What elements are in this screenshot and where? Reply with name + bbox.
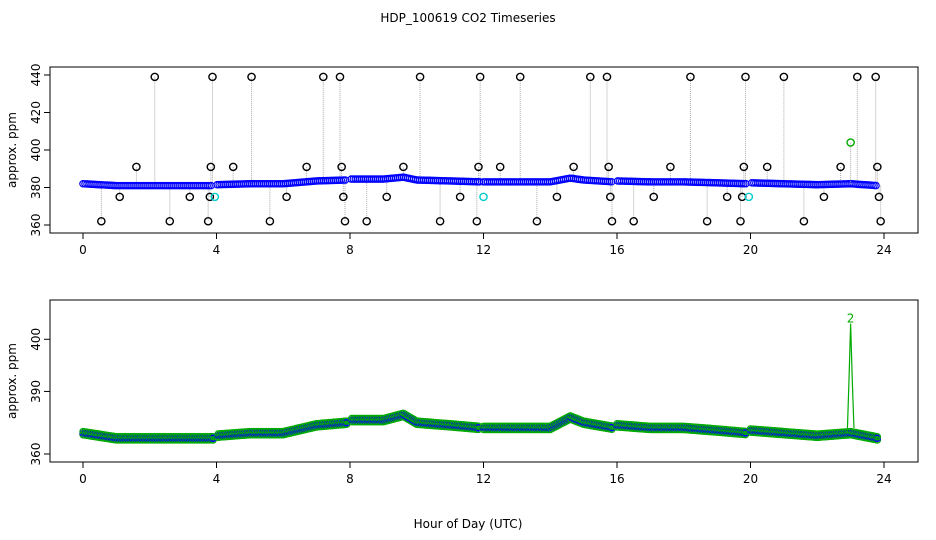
outlier-point — [382, 192, 392, 202]
outlier-point — [552, 192, 562, 202]
outlier-point — [415, 72, 425, 82]
outlier-point — [702, 216, 712, 226]
flag-point — [210, 192, 220, 202]
outlier-point — [686, 72, 695, 82]
bottom-panel: 0 4 8 12 16 20 24 360 390 400 approx. ppm 2 — [5, 299, 919, 486]
outlier-point — [873, 162, 882, 172]
outlier-point — [205, 192, 215, 202]
x-tick-label: 20 — [743, 472, 758, 486]
y-tick-label: 360 — [29, 214, 43, 237]
outlier-point — [203, 216, 213, 226]
outlier-point — [474, 162, 483, 172]
outlier-point — [871, 72, 880, 82]
outlier-point — [604, 162, 613, 172]
outlier-point — [739, 162, 749, 172]
outlier-point — [337, 162, 346, 172]
data-point — [872, 181, 880, 190]
plot-frame — [49, 66, 919, 234]
outlier-point — [532, 216, 542, 226]
outlier-point — [722, 192, 732, 202]
x-tick-label: 4 — [213, 243, 221, 257]
outlier-point — [228, 162, 238, 172]
x-tick-label: 12 — [476, 243, 491, 257]
outlier-point — [435, 216, 445, 226]
outlier-point — [762, 162, 772, 172]
outlier-point — [586, 72, 595, 82]
outlier-point — [97, 216, 106, 226]
flag-point — [744, 192, 754, 202]
y-tick-label: 390 — [29, 380, 43, 403]
outlier-point — [150, 72, 160, 82]
x-tick-label: 24 — [876, 243, 891, 257]
x-tick-label: 20 — [743, 243, 758, 257]
outlier-point — [115, 192, 125, 202]
outlier-point — [472, 216, 482, 226]
x-tick-label: 4 — [213, 472, 221, 486]
outlier-point — [629, 216, 638, 226]
outlier-point — [495, 162, 505, 172]
outlier-point — [736, 216, 745, 226]
x-tick-label: 12 — [476, 472, 491, 486]
outlier-point — [455, 192, 465, 202]
outlier-point — [208, 72, 217, 82]
outlier-point — [799, 216, 809, 226]
outlier-point — [853, 72, 862, 82]
secondary-point — [846, 138, 855, 147]
y-tick-label: 400 — [29, 139, 43, 162]
x-tick-label: 8 — [346, 243, 354, 257]
outlier-point — [247, 72, 256, 82]
outlier-point — [399, 162, 408, 172]
outlier-point — [302, 162, 311, 172]
outlier-point — [819, 192, 829, 202]
x-tick-label: 24 — [876, 472, 891, 486]
secondary-line — [846, 323, 855, 434]
peak-annotation: 2 — [847, 311, 855, 325]
x-tick-label: 16 — [609, 472, 624, 486]
y-tick-label: 360 — [29, 443, 43, 466]
y-tick-label: 380 — [29, 176, 43, 199]
outlier-point — [569, 162, 578, 172]
y-tick-label: 400 — [29, 328, 43, 351]
y-tick-label: 440 — [29, 64, 43, 87]
outlier-point — [836, 162, 845, 172]
outlier-point — [666, 162, 675, 172]
outlier-point — [475, 72, 485, 82]
outlier-point — [318, 72, 328, 82]
x-tick-label: 0 — [79, 243, 87, 257]
outlier-point — [340, 216, 350, 226]
top-panel: 0 4 8 12 16 20 24 360 380 400 420 440 approx. ppm — [5, 64, 919, 257]
flag-point — [479, 192, 488, 202]
outlier-point — [132, 162, 141, 172]
outlier-point — [607, 216, 617, 226]
outlier-point — [335, 72, 345, 82]
outlier-point — [779, 72, 789, 82]
outlier-point — [265, 216, 275, 226]
outlier-point — [185, 192, 195, 202]
outlier-point — [602, 72, 612, 82]
x-axis-label: Hour of Day (UTC) — [414, 517, 523, 531]
outlier-point — [206, 162, 216, 172]
outlier-point — [876, 216, 885, 226]
outlier-point — [606, 192, 615, 202]
x-tick-label: 0 — [79, 472, 87, 486]
outlier-point — [515, 72, 525, 82]
outlier-point — [282, 192, 291, 202]
chart-title: HDP_100619 CO2 Timeseries — [380, 11, 555, 25]
x-tick-label: 16 — [609, 243, 624, 257]
y-tick-label: 420 — [29, 101, 43, 124]
y-axis-label: approx. ppm — [5, 343, 19, 419]
outlier-point — [874, 192, 884, 202]
y-axis-label: approx. ppm — [5, 112, 19, 188]
outlier-point — [339, 192, 348, 202]
x-tick-label: 8 — [346, 472, 354, 486]
outlier-point — [741, 72, 750, 82]
outlier-point — [649, 192, 659, 202]
data-point — [873, 433, 882, 441]
outlier-point — [362, 216, 371, 226]
outlier-point — [165, 216, 175, 226]
